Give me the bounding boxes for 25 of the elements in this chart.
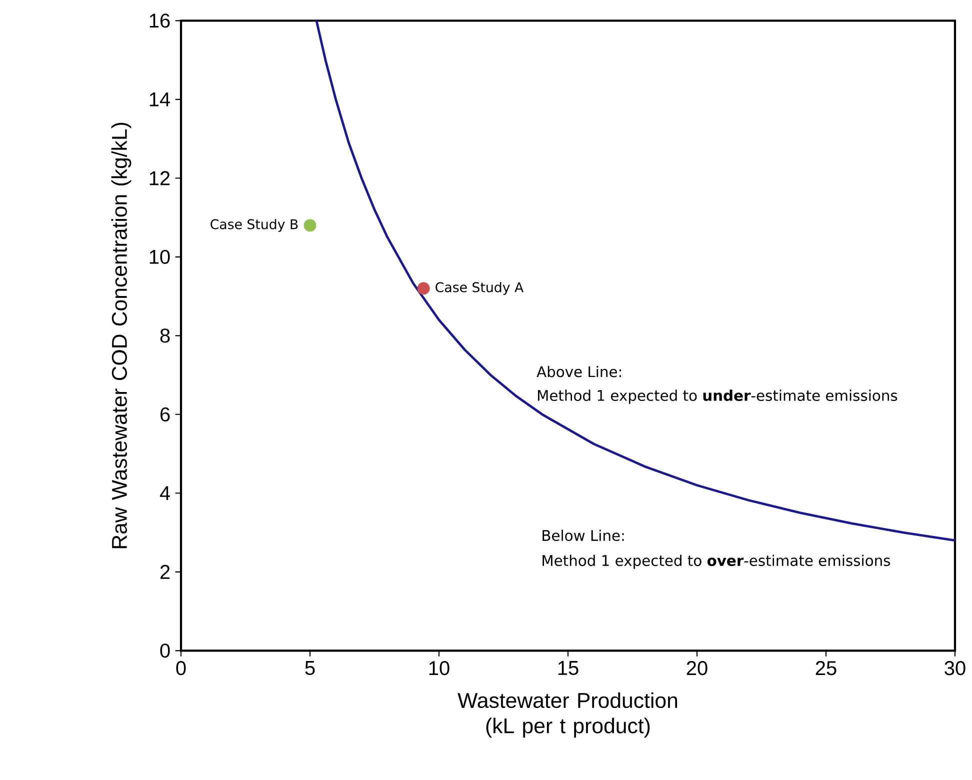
series-label: Case Study B [210,218,298,232]
x-tick-label: 5 [305,661,315,676]
x-axis-title: Wastewater Production (kL per t product) [458,692,678,738]
x-tick-label: 15 [558,661,578,676]
annotation: Method 1 expected to under-estimate emissions [538,390,898,404]
x-tick-label: 20 [686,661,708,676]
x-tick-label: 0 [176,661,186,676]
annotation: Method 1 expected to over-estimate emissions [542,554,890,569]
y-tick-label: 2 [160,564,170,579]
x-tick-label: 30 [944,661,966,676]
x-tick-label: 25 [816,661,836,676]
y-tick-label: 10 [150,250,170,264]
line-series [315,19,956,542]
y-tick-label: 8 [160,328,170,343]
y-tick-label: 12 [150,171,170,186]
annotation: Above Line: [536,366,621,378]
y-tick-label: 6 [160,407,170,422]
y-tick-label: 14 [150,92,170,106]
y-tick-label: 4 [160,486,170,500]
y-tick-label: 16 [150,14,170,28]
y-tick-label: 0 [160,644,170,658]
series-label: Case Study A [436,282,524,295]
y-axis-title: Raw Wastewater COD Concentration (kg/kL) [111,122,132,548]
annotation: Below Line: [542,530,624,542]
x-tick-label: 10 [429,661,450,676]
